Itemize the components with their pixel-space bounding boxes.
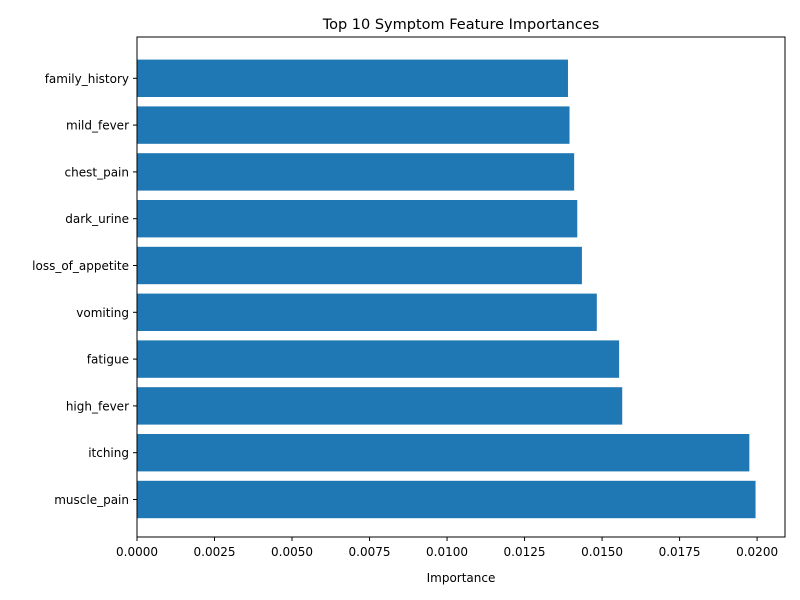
plot-frame — [136, 36, 786, 538]
y-tick-label: high_fever — [66, 399, 129, 413]
bar-chest_pain — [137, 153, 575, 191]
x-tick-label: 0.0200 — [736, 545, 778, 559]
bar-itching — [137, 434, 750, 472]
bar-high_fever — [137, 387, 623, 425]
bar-vomiting — [137, 293, 597, 331]
bar-dark_urine — [137, 200, 578, 238]
bars-group — [137, 59, 756, 519]
chart-title: Top 10 Symptom Feature Importances — [322, 17, 600, 33]
x-tick-label: 0.0100 — [426, 545, 468, 559]
y-tick-label: mild_fever — [66, 119, 129, 133]
x-tick-label: 0.0150 — [581, 545, 623, 559]
x-axis-label: Importance — [427, 571, 496, 585]
y-tick-label: family_history — [45, 72, 129, 86]
y-tick-label: dark_urine — [65, 212, 129, 226]
bar-loss_of_appetite — [137, 246, 582, 285]
y-tick-label: chest_pain — [65, 165, 129, 179]
bar-family_history — [137, 59, 568, 97]
y-tick-label: itching — [88, 446, 129, 460]
bar-muscle_pain — [137, 480, 756, 519]
y-axis-ticks: muscle_pain itching high_fever fatigue vomit… — [32, 72, 137, 507]
x-tick-label: 0.0025 — [194, 545, 236, 559]
x-tick-label: 0.0175 — [659, 545, 701, 559]
y-tick-label: fatigue — [87, 353, 129, 367]
x-axis-ticks: 0.0000 0.0025 0.0050 0.0075 0.0100 0.0125 0.01… — [116, 537, 778, 559]
x-tick-label: 0.0075 — [349, 545, 391, 559]
bar-mild_fever — [137, 106, 570, 144]
y-tick-label: vomiting — [76, 306, 129, 320]
bar-fatigue — [137, 340, 620, 378]
x-tick-label: 0.0050 — [271, 545, 313, 559]
y-tick-label: muscle_pain — [54, 493, 129, 507]
y-tick-label: loss_of_appetite — [32, 259, 129, 273]
x-tick-label: 0.0000 — [116, 545, 158, 559]
x-tick-label: 0.0125 — [504, 545, 546, 559]
